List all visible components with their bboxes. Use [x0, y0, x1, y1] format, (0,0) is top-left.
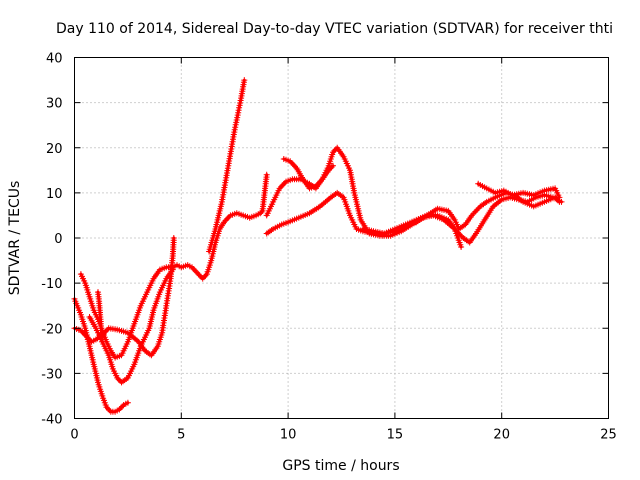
axes: 0 5 10 15 20 25 -40 -30 -20 -10 0 10 20 30 40 [41, 52, 617, 443]
data-series [71, 77, 565, 415]
y-tick-label: -10 [41, 277, 62, 292]
x-tick-label: 20 [493, 428, 510, 443]
data-point [169, 266, 176, 273]
x-tick-label: 15 [387, 428, 404, 443]
y-tick-label: -40 [41, 413, 62, 428]
data-point [170, 235, 177, 241]
data-point [241, 77, 248, 84]
x-tick-label: 5 [177, 428, 185, 443]
y-tick-label: 10 [46, 187, 63, 202]
chart-title: Day 110 of 2014, Sidereal Day-to-day VTE… [56, 21, 613, 37]
grid [74, 57, 609, 419]
y-tick-label: 30 [46, 97, 63, 112]
data-point [458, 244, 465, 250]
data-point [263, 171, 270, 178]
series-trace [282, 146, 563, 244]
data-point [556, 194, 563, 201]
data-point [258, 209, 265, 216]
y-axis-label: SDTVAR / TECUs [7, 181, 23, 296]
data-point [124, 399, 131, 406]
y-tick-label: 40 [46, 52, 63, 67]
x-tick-label: 0 [70, 428, 78, 443]
x-tick-label: 10 [280, 428, 297, 443]
y-tick-label: -20 [41, 322, 62, 337]
x-tick-label: 25 [600, 428, 617, 443]
y-tick-label: -30 [41, 367, 62, 382]
x-axis-label: GPS time / hours [282, 458, 399, 474]
y-tick-label: 20 [46, 142, 63, 157]
y-tick-label: 0 [54, 232, 62, 247]
